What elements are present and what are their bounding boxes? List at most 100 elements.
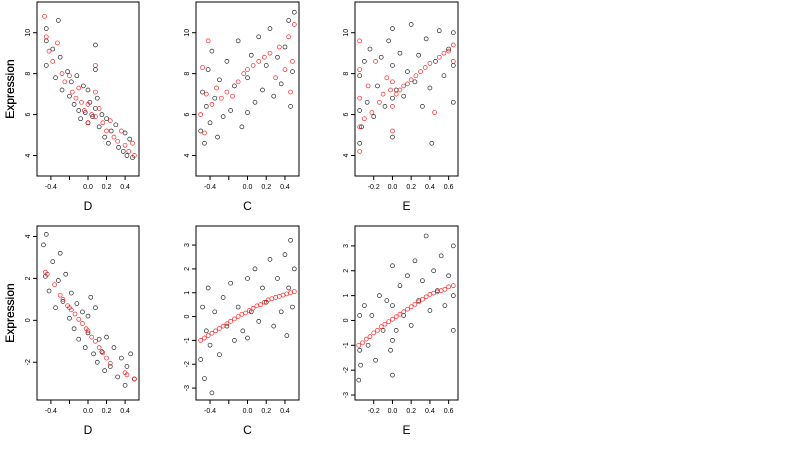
observed-point xyxy=(423,36,429,42)
observed-point xyxy=(228,108,233,113)
observed-point xyxy=(235,304,241,310)
observed-point xyxy=(41,242,46,248)
observed-point xyxy=(357,140,363,146)
y-tick-label: 4 xyxy=(25,234,32,238)
y-tick-label: -2 xyxy=(184,361,191,367)
observed-point xyxy=(119,355,124,361)
observed-point xyxy=(267,257,273,262)
fitted-point xyxy=(393,314,399,320)
fitted-point xyxy=(393,91,399,97)
observed-point xyxy=(107,364,113,369)
observed-point xyxy=(271,323,277,329)
fitted-point xyxy=(119,128,124,134)
observed-point xyxy=(113,122,119,128)
observed-point xyxy=(450,328,456,333)
observed-point xyxy=(284,333,290,338)
fitted-point xyxy=(357,67,363,72)
observed-point xyxy=(102,368,108,374)
observed-point xyxy=(442,303,448,308)
observed-point xyxy=(102,134,108,140)
fitted-point xyxy=(413,73,419,79)
fitted-point xyxy=(104,128,109,134)
fitted-point xyxy=(422,65,428,70)
fitted-point xyxy=(130,140,135,146)
fitted-point xyxy=(218,95,224,101)
observed-point xyxy=(43,232,49,237)
y-tick-label: 8 xyxy=(25,72,32,76)
x-tick-label: 0.4 xyxy=(425,408,435,415)
observed-point xyxy=(412,258,418,264)
observed-point xyxy=(63,271,69,277)
observed-point xyxy=(198,128,204,134)
observed-point xyxy=(393,328,399,333)
x-tick-label: 0.4 xyxy=(120,408,130,415)
observed-point xyxy=(232,83,237,89)
fitted-point xyxy=(96,345,102,350)
y-tick-label: 0 xyxy=(184,315,191,319)
fitted-point xyxy=(432,110,437,115)
observed-point xyxy=(55,18,61,23)
observed-point xyxy=(286,18,292,23)
observed-point xyxy=(278,81,284,87)
observed-point xyxy=(122,130,128,136)
x-tick-label: 0.0 xyxy=(243,184,253,191)
observed-point xyxy=(267,26,273,31)
plot-frame xyxy=(36,1,140,177)
y-tick-label: 4 xyxy=(25,153,32,157)
fitted-point xyxy=(390,104,395,109)
observed-point xyxy=(220,114,226,119)
fitted-point xyxy=(282,67,288,72)
fitted-point xyxy=(59,71,65,76)
fitted-point xyxy=(100,350,106,356)
x-tick-label: 0.0 xyxy=(388,184,398,191)
observed-point xyxy=(397,283,403,289)
x-tick-label: 0.2 xyxy=(406,408,416,415)
observed-point xyxy=(362,59,367,64)
observed-point xyxy=(450,293,456,298)
fitted-point xyxy=(203,91,209,97)
observed-point xyxy=(115,374,121,380)
fitted-point xyxy=(232,316,237,322)
observed-point xyxy=(358,362,363,368)
x-tick-label: -0.2 xyxy=(368,408,380,415)
observed-point xyxy=(390,303,395,308)
observed-point xyxy=(252,266,258,272)
panel-bottom-middle: -0.4 0.0 0.2 0.4 -3 -2 -1 0 1 2 3 C Expression xyxy=(3,225,300,437)
y-axis-label: Expression xyxy=(3,283,17,342)
observed-point xyxy=(408,22,414,27)
observed-point xyxy=(359,124,364,130)
plot-frame xyxy=(354,225,459,401)
observed-point xyxy=(376,293,382,298)
observed-point xyxy=(371,114,377,119)
fitted-point xyxy=(62,79,68,85)
fitted-point xyxy=(72,311,78,317)
y-tick-label: 6 xyxy=(343,113,350,117)
observed-series xyxy=(43,18,135,160)
fitted-point xyxy=(220,323,226,329)
observed-point xyxy=(202,376,207,381)
fitted-point xyxy=(376,99,382,105)
fitted-point xyxy=(124,372,130,378)
observed-point xyxy=(235,38,241,44)
observed-point xyxy=(282,252,288,257)
observed-point xyxy=(74,301,80,306)
fitted-point xyxy=(357,95,363,101)
fitted-point xyxy=(93,89,98,95)
fitted-point xyxy=(126,149,132,154)
observed-point xyxy=(91,351,96,357)
fitted-point xyxy=(408,77,414,83)
x-axis-label: C xyxy=(243,199,252,213)
fitted-point xyxy=(386,319,392,325)
fitted-point xyxy=(390,79,395,85)
fitted-point xyxy=(418,69,423,74)
fitted-point xyxy=(446,48,451,54)
fitted-point xyxy=(107,360,113,366)
observed-point xyxy=(68,290,74,296)
fitted-point xyxy=(81,108,87,113)
fitted-point xyxy=(214,85,219,91)
observed-point xyxy=(291,9,297,15)
observed-series xyxy=(41,232,137,388)
observed-point xyxy=(357,108,363,113)
fitted-point xyxy=(390,128,395,134)
observed-point xyxy=(288,237,293,243)
